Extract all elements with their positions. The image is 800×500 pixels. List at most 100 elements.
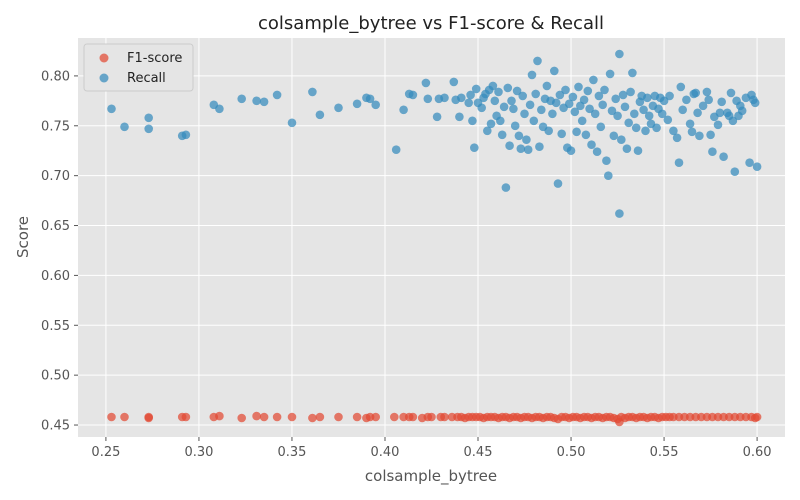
f1-score-point [107, 412, 116, 422]
recall-point [574, 82, 583, 92]
recall-point [604, 171, 613, 180]
x-tick-label: 0.40 [371, 445, 400, 460]
recall-point [259, 97, 269, 107]
recall-point [144, 124, 153, 134]
recall-point [533, 56, 542, 66]
f1-score-point [287, 412, 297, 422]
recall-point [669, 126, 678, 136]
recall-point [510, 121, 520, 131]
x-tick-label: 0.25 [91, 445, 120, 460]
recall-point [514, 131, 524, 141]
recall-point [693, 108, 702, 118]
recall-point [624, 118, 633, 128]
f1-score-point [440, 412, 449, 422]
recall-point [594, 91, 604, 101]
recall-point [585, 104, 594, 114]
recall-point [607, 106, 617, 116]
recall-point [695, 131, 704, 141]
recall-point [715, 108, 725, 118]
f1-score-point [252, 411, 261, 421]
recall-point [568, 92, 578, 102]
f1-score-point [120, 412, 129, 422]
recall-point [672, 133, 682, 143]
recall-point [587, 140, 596, 149]
recall-point [663, 115, 673, 125]
recall-point [457, 93, 466, 103]
recall-point [399, 105, 408, 115]
recall-point [685, 119, 695, 129]
recall-point [466, 90, 475, 100]
legend-marker-recall [99, 73, 109, 83]
recall-point [687, 127, 697, 137]
y-tick-label: 0.60 [41, 269, 70, 284]
f1-score-point [315, 412, 325, 422]
recall-point [553, 179, 563, 188]
recall-point [490, 96, 500, 106]
recall-point [678, 105, 687, 115]
recall-point [564, 99, 574, 109]
recall-point [596, 122, 606, 132]
recall-point [644, 111, 654, 121]
recall-point [391, 145, 401, 154]
recall-point [750, 98, 760, 108]
recall-point [561, 85, 570, 95]
recall-point [544, 126, 553, 136]
recall-point [352, 99, 362, 109]
x-axis-label: colsample_bytree [365, 467, 497, 486]
recall-point [497, 130, 507, 140]
recall-point [505, 141, 514, 150]
recall-point [527, 70, 537, 80]
recall-point [566, 146, 576, 155]
recall-point [455, 112, 464, 122]
recall-point [682, 95, 691, 105]
recall-point [555, 90, 565, 100]
y-axis-label: Score [14, 216, 32, 258]
recall-point [371, 100, 381, 110]
recall-point [615, 49, 624, 59]
recall-point [676, 82, 686, 92]
recall-point [737, 106, 747, 116]
y-tick-label: 0.80 [41, 69, 70, 84]
recall-point [577, 116, 587, 126]
recall-point [579, 95, 589, 105]
recall-point [181, 130, 191, 140]
recall-point [503, 83, 513, 93]
x-tick-label: 0.30 [184, 445, 213, 460]
legend-label-recall: Recall [127, 71, 166, 86]
recall-point [633, 146, 643, 155]
f1-score-point [427, 412, 436, 422]
recall-point [639, 105, 648, 115]
f1-score-point [752, 412, 762, 422]
f1-score-point [272, 412, 282, 422]
recall-point [287, 118, 297, 128]
recall-point [494, 87, 503, 97]
recall-point [628, 68, 637, 78]
chart-title: colsample_bytree vs F1-score & Recall [258, 13, 604, 34]
recall-point [605, 69, 615, 79]
f1-score-point [408, 412, 418, 422]
recall-point [120, 122, 129, 132]
recall-point [631, 123, 641, 133]
recall-point [691, 88, 700, 98]
recall-point [470, 143, 479, 152]
recall-point [598, 100, 607, 110]
recall-point [557, 129, 566, 139]
recall-point [408, 90, 418, 100]
recall-point [520, 109, 529, 119]
recall-point [486, 119, 496, 129]
recall-point [464, 98, 474, 108]
recall-point [496, 116, 505, 126]
recall-point [432, 112, 442, 122]
recall-point [272, 90, 282, 100]
recall-point [518, 91, 527, 101]
f1-score-point [352, 412, 362, 422]
legend-marker-f1 [99, 53, 109, 63]
f1-score-point [259, 412, 269, 422]
recall-point [237, 94, 246, 104]
f1-score-point [215, 411, 224, 421]
recall-point [449, 77, 459, 87]
y-tick-label: 0.70 [41, 169, 70, 184]
legend-label-f1: F1-score [127, 51, 182, 66]
recall-point [365, 94, 375, 104]
